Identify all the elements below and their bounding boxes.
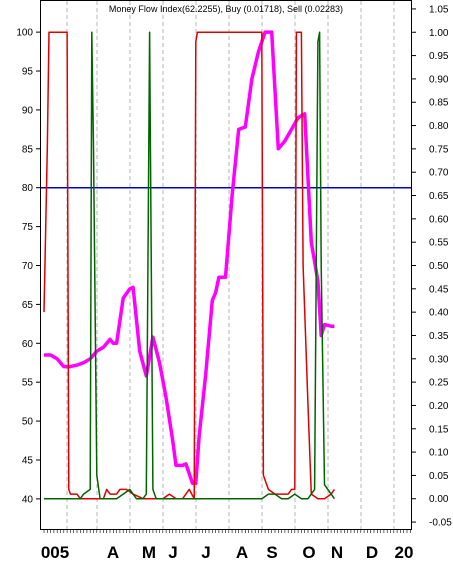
x-tick-label: A: [107, 543, 119, 561]
left-axis: 100 95 90 85 80 75 70 65 60 55 50 45 40: [16, 28, 41, 505]
right-tick-label: 0.90: [429, 74, 449, 85]
right-tick-label: 0.40: [429, 308, 449, 319]
right-tick-label: 0.30: [429, 354, 449, 365]
left-tick-label: 50: [22, 417, 34, 428]
right-tick-label: 0.60: [429, 214, 449, 225]
series-layer: [43, 30, 336, 500]
left-tick-label: 70: [22, 261, 34, 272]
left-tick-label: 75: [22, 222, 34, 233]
left-tick-label: 90: [22, 105, 34, 116]
right-tick-label: 0.50: [429, 261, 449, 272]
left-tick-label: 95: [22, 67, 34, 78]
x-tick-label: A: [236, 543, 248, 561]
x-tick-label: J: [201, 543, 210, 561]
x-tick-label: O: [302, 543, 315, 561]
right-tick-label: 0.85: [429, 98, 449, 109]
chart-title: Money Flow Index(62.2255), Buy (0.01718)…: [109, 4, 343, 14]
left-tick-label: 80: [22, 183, 34, 194]
right-tick-label: 0.70: [429, 168, 449, 179]
x-tick-label: 005: [41, 543, 69, 561]
sell-line: [43, 31, 336, 500]
x-tick-label: S: [266, 543, 277, 561]
mfi-line: [44, 30, 335, 486]
x-tick-label: M: [142, 543, 156, 561]
x-tick-label: 20: [395, 543, 414, 561]
x-axis: 005 A M J J A S O N D 20: [41, 530, 414, 561]
right-tick-label: 0.15: [429, 424, 449, 435]
left-tick-label: 85: [22, 144, 34, 155]
right-tick-label: -0.05: [429, 518, 452, 529]
x-tick-label: N: [331, 543, 343, 561]
right-tick-label: 0.35: [429, 331, 449, 342]
right-tick-label: 1.05: [429, 4, 449, 15]
right-tick-label: 0.75: [429, 144, 449, 155]
right-axis: 1.05 1.00 0.95 0.90 0.85 0.80 0.75 0.70 0.65 0.60…: [411, 4, 452, 529]
right-tick-label: 0.65: [429, 191, 449, 202]
right-tick-label: 0.45: [429, 284, 449, 295]
left-tick-label: 65: [22, 300, 34, 311]
left-tick-label: 55: [22, 378, 34, 389]
right-tick-label: 0.05: [429, 471, 449, 482]
left-tick-label: 100: [16, 28, 33, 39]
right-tick-label: 0.20: [429, 401, 449, 412]
buy-line: [44, 31, 336, 500]
right-tick-label: 0.55: [429, 238, 449, 249]
right-tick-label: 1.00: [429, 28, 449, 39]
left-tick-label: 40: [22, 494, 34, 505]
right-tick-label: 0.80: [429, 121, 449, 132]
right-tick-label: 0.00: [429, 494, 449, 505]
right-tick-label: 0.10: [429, 448, 449, 459]
x-tick-label: D: [366, 543, 378, 561]
left-tick-label: 60: [22, 339, 34, 350]
left-tick-label: 45: [22, 455, 34, 466]
right-tick-label: 0.95: [429, 51, 449, 62]
x-tick-label: J: [168, 543, 177, 561]
right-tick-label: 0.25: [429, 378, 449, 389]
